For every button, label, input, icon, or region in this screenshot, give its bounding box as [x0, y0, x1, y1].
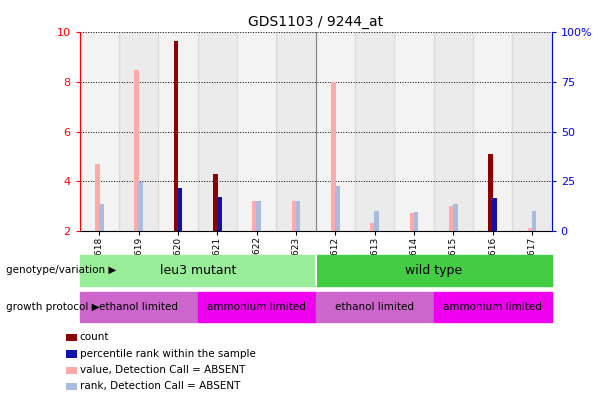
Bar: [355, 32, 394, 231]
Bar: [489, 154, 493, 231]
Text: ethanol limited: ethanol limited: [99, 302, 178, 312]
Bar: [253, 201, 257, 231]
Bar: [158, 32, 198, 231]
Bar: [331, 82, 336, 231]
Text: percentile rank within the sample: percentile rank within the sample: [80, 349, 256, 358]
Bar: [119, 32, 158, 231]
Bar: [139, 183, 143, 231]
Bar: [473, 32, 512, 231]
Bar: [292, 201, 297, 231]
Title: GDS1103 / 9244_at: GDS1103 / 9244_at: [248, 15, 383, 29]
Text: rank, Detection Call = ABSENT: rank, Detection Call = ABSENT: [80, 381, 240, 391]
Bar: [316, 255, 552, 286]
Bar: [528, 228, 533, 231]
Bar: [134, 70, 139, 231]
Bar: [217, 197, 222, 231]
Bar: [449, 206, 454, 231]
Bar: [237, 32, 276, 231]
Bar: [80, 32, 119, 231]
Bar: [99, 204, 104, 231]
Bar: [375, 211, 379, 231]
Bar: [173, 41, 178, 231]
Bar: [213, 174, 218, 231]
Bar: [394, 32, 434, 231]
Bar: [335, 186, 340, 231]
Text: ethanol limited: ethanol limited: [335, 302, 414, 312]
Bar: [197, 32, 237, 231]
Text: growth protocol ▶: growth protocol ▶: [6, 302, 100, 312]
Bar: [295, 201, 300, 231]
Text: count: count: [80, 333, 109, 342]
Bar: [434, 32, 473, 231]
Text: ammonium limited: ammonium limited: [443, 302, 542, 312]
Bar: [453, 204, 458, 231]
Bar: [178, 188, 182, 231]
Bar: [409, 213, 414, 231]
Bar: [512, 32, 552, 231]
Text: value, Detection Call = ABSENT: value, Detection Call = ABSENT: [80, 365, 245, 375]
Bar: [80, 255, 316, 286]
Text: wild type: wild type: [405, 264, 462, 277]
Text: leu3 mutant: leu3 mutant: [159, 264, 236, 277]
Bar: [531, 211, 536, 231]
Bar: [414, 212, 418, 231]
Bar: [434, 292, 552, 322]
Bar: [256, 201, 261, 231]
Text: ammonium limited: ammonium limited: [207, 302, 306, 312]
Bar: [197, 292, 316, 322]
Bar: [492, 198, 497, 231]
Bar: [370, 224, 375, 231]
Bar: [316, 32, 355, 231]
Bar: [80, 292, 197, 322]
Bar: [213, 174, 218, 231]
Bar: [316, 292, 434, 322]
Bar: [276, 32, 316, 231]
Text: genotype/variation ▶: genotype/variation ▶: [6, 265, 116, 275]
Bar: [95, 164, 100, 231]
